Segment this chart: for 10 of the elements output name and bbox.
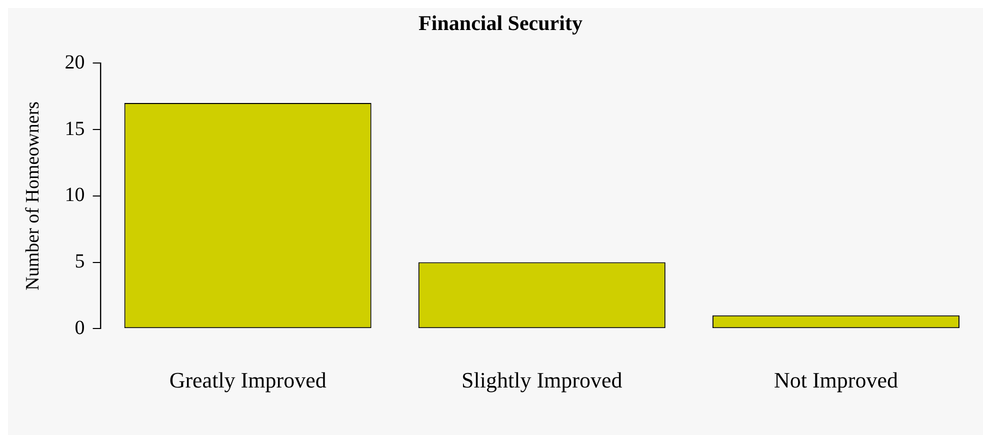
x-tick-label: Not Improved bbox=[774, 368, 898, 393]
x-tick-label: Greatly Improved bbox=[169, 368, 326, 393]
x-tick-label: Slightly Improved bbox=[462, 368, 622, 393]
y-tick-label: 10 bbox=[64, 184, 85, 206]
y-tick-label: 15 bbox=[64, 118, 85, 140]
y-axis-title: Number of Homeowners bbox=[22, 101, 44, 290]
y-tick-label: 0 bbox=[74, 316, 85, 339]
chart-title: Financial Security bbox=[418, 11, 583, 36]
y-tick-label: 5 bbox=[74, 250, 85, 272]
y-tick-label: 20 bbox=[64, 51, 85, 74]
